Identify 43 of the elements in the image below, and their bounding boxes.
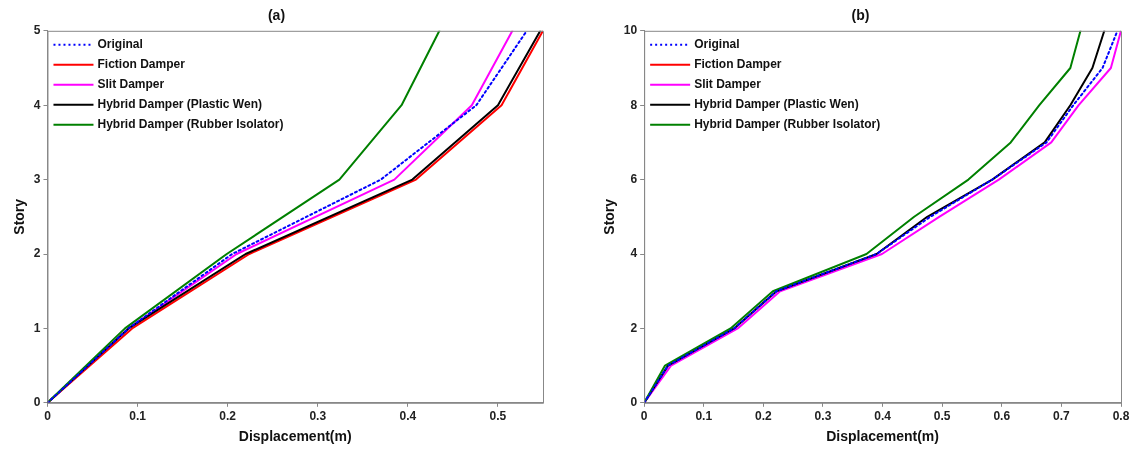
y-tick-label: 8 — [630, 97, 638, 112]
x-tick-label: 0 — [640, 409, 648, 424]
y-tick-label: 1 — [33, 320, 41, 335]
x-tick-label: 0.6 — [993, 409, 1011, 424]
y-tick-label: 3 — [33, 171, 41, 186]
y-tick-label: 2 — [33, 246, 41, 261]
x-tick-label: 0 — [44, 409, 52, 424]
x-tick-label: 0.1 — [695, 409, 713, 424]
legend-label: Hybrid Damper (Plastic Wen) — [694, 97, 859, 112]
legend-label: Fiction Damper — [97, 57, 186, 72]
legend-label: Hybrid Damper (Plastic Wen) — [97, 97, 262, 112]
x-tick-label: 0.8 — [1112, 409, 1130, 424]
chart-title: (a) — [267, 7, 286, 24]
y-tick-label: 0 — [33, 395, 41, 410]
x-tick-label: 0.3 — [814, 409, 832, 424]
y-tick-label: 2 — [630, 320, 638, 335]
chart-title: (b) — [851, 7, 870, 24]
x-tick-label: 0.5 — [933, 409, 951, 424]
x-axis-title: Displacement(m) — [238, 428, 352, 445]
legend-label: Slit Damper — [694, 77, 762, 92]
x-tick-label: 0.2 — [755, 409, 773, 424]
legend-label: Original — [694, 37, 740, 52]
x-tick-label: 0.5 — [489, 409, 507, 424]
x-tick-label: 0.1 — [129, 409, 147, 424]
x-tick-label: 0.7 — [1053, 409, 1071, 424]
y-tick-label: 4 — [33, 97, 41, 112]
y-axis-title: Story — [11, 198, 28, 235]
y-axis-title: Story — [601, 198, 618, 235]
y-tick-label: 0 — [630, 395, 638, 410]
x-tick-label: 0.4 — [874, 409, 892, 424]
y-tick-label: 4 — [630, 246, 638, 261]
legend-label: Slit Damper — [97, 77, 165, 92]
y-tick-label: 10 — [623, 23, 638, 38]
legend-label: Hybrid Damper (Rubber Isolator) — [97, 117, 284, 132]
y-tick-label: 5 — [33, 23, 41, 38]
legend-label: Hybrid Damper (Rubber Isolator) — [694, 117, 881, 132]
x-tick-label: 0.2 — [219, 409, 237, 424]
y-tick-label: 6 — [630, 171, 638, 186]
x-axis-title: Displacement(m) — [826, 428, 939, 445]
x-tick-label: 0.4 — [399, 409, 417, 424]
x-tick-label: 0.3 — [309, 409, 327, 424]
legend-label: Original — [97, 37, 143, 52]
legend-label: Fiction Damper — [694, 57, 782, 72]
